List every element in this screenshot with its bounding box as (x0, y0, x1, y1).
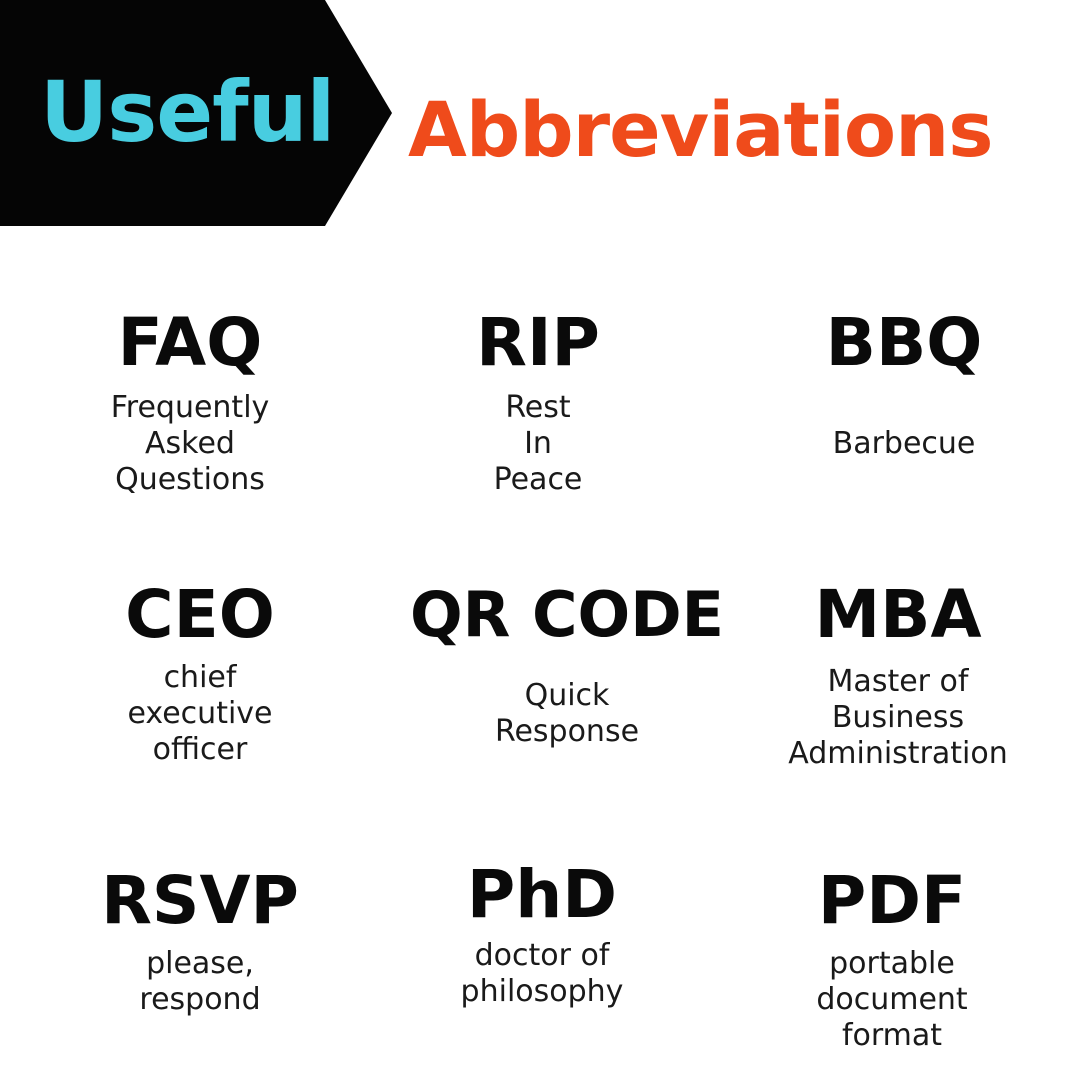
meaning-line: chief (163, 660, 237, 695)
meaning-line: respond (139, 982, 261, 1017)
title-useful: Useful (40, 63, 335, 161)
abbr-item-ceo: CEO chief executive officer (20, 580, 380, 768)
meaning-line: Rest (505, 390, 571, 425)
meaning-line: Frequently (110, 390, 270, 425)
meaning-line: doctor of (474, 938, 610, 973)
meaning-line: Response (494, 714, 640, 749)
abbr-item-bbq: BBQ Barbecue (724, 308, 1078, 462)
meaning-line: Asked (145, 426, 235, 461)
abbr-term: MBA (814, 576, 982, 653)
abbr-item-faq: FAQ Frequently Asked Questions (10, 308, 370, 498)
abbr-meaning: chief executive officer (20, 660, 380, 768)
abbr-term: RIP (476, 304, 600, 381)
meaning-line: Business (831, 700, 965, 735)
abbr-item-rip: RIP Rest In Peace (358, 308, 718, 498)
abbr-term: QR CODE (409, 578, 725, 651)
meaning-line: philosophy (460, 974, 624, 1009)
abbr-meaning: Frequently Asked Questions (10, 390, 370, 498)
abbr-meaning: Rest In Peace (358, 390, 718, 498)
abbr-term: FAQ (117, 304, 263, 381)
abbr-item-mba: MBA Master of Business Administration (718, 580, 1078, 772)
abbr-term: BBQ (825, 304, 983, 381)
abbr-item-pdf: PDF portable document format (712, 866, 1072, 1054)
meaning-line: please, (146, 946, 254, 981)
title-abbreviations: Abbreviations (408, 85, 993, 174)
abbr-meaning: doctor of philosophy (362, 938, 722, 1010)
meaning-line: In (524, 426, 552, 461)
abbr-term: RSVP (101, 862, 299, 939)
abbr-term: PhD (466, 856, 618, 933)
abbr-meaning: Quick Response (387, 678, 747, 750)
meaning-line: portable (829, 946, 955, 981)
abbr-meaning: Master of Business Administration (718, 664, 1078, 772)
abbr-term: PDF (817, 862, 967, 939)
meaning-line: format (841, 1018, 943, 1053)
abbr-meaning: please, respond (20, 946, 380, 1018)
meaning-line: Quick (524, 678, 610, 713)
meaning-line: Barbecue (832, 426, 976, 461)
abbr-meaning: Barbecue (724, 426, 1078, 462)
abbr-item-qr-code: QR CODE Quick Response (387, 580, 747, 750)
abbr-item-rsvp: RSVP please, respond (20, 866, 380, 1018)
meaning-line: document (816, 982, 968, 1017)
meaning-line: Questions (115, 462, 265, 497)
abbr-term: CEO (125, 576, 275, 653)
meaning-line: officer (152, 732, 248, 767)
meaning-line: Master of (827, 664, 969, 699)
meaning-line: executive (127, 696, 273, 731)
abbr-meaning: portable document format (712, 946, 1072, 1054)
title-banner (0, 0, 392, 226)
abbr-item-phd: PhD doctor of philosophy (362, 860, 722, 1010)
meaning-line: Peace (493, 462, 583, 497)
meaning-line: Administration (788, 736, 1008, 771)
